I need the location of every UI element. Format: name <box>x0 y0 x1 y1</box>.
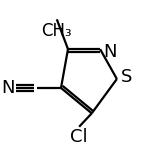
Text: N: N <box>1 79 15 97</box>
Text: S: S <box>121 69 132 86</box>
Text: CH₃: CH₃ <box>41 22 72 40</box>
Text: Cl: Cl <box>70 128 88 146</box>
Text: N: N <box>103 43 116 61</box>
